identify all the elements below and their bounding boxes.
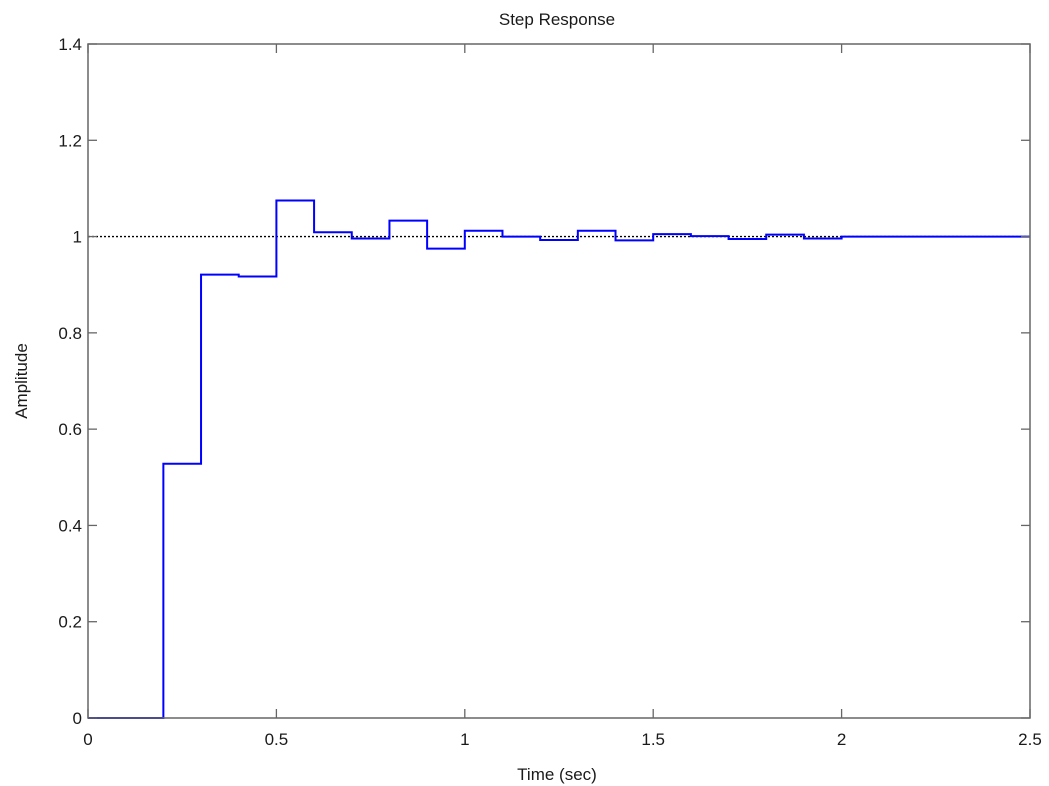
y-axis-label: Amplitude (12, 343, 31, 419)
series-line-0 (88, 199, 1030, 719)
y-tick-label: 0.6 (58, 420, 82, 439)
x-tick-label: 0 (83, 730, 92, 749)
y-tick-label: 1.4 (58, 35, 82, 54)
x-tick-label: 0.5 (265, 730, 289, 749)
x-tick-label: 1.5 (641, 730, 665, 749)
y-tick-label: 1.2 (58, 131, 82, 150)
x-tick-label: 1 (460, 730, 469, 749)
x-tick-label: 2.5 (1018, 730, 1042, 749)
y-tick-label: 0.4 (58, 516, 82, 535)
series-layer (88, 199, 1030, 719)
x-axis-label: Time (sec) (517, 765, 597, 784)
plot-frame (87, 43, 1031, 719)
plot-area (88, 44, 1030, 718)
y-tick-label: 0.8 (58, 324, 82, 343)
tick-layer: 0 0.5 1 1.5 2 2.5 0 0.2 0.4 0.6 0.8 1 1.2 1.4 (58, 35, 1041, 749)
y-tick-label: 1 (73, 228, 82, 247)
x-tick-label: 2 (837, 730, 846, 749)
y-tick-label: 0 (73, 709, 82, 728)
chart-title: Step Response (499, 10, 615, 29)
y-tick-label: 0.2 (58, 613, 82, 632)
